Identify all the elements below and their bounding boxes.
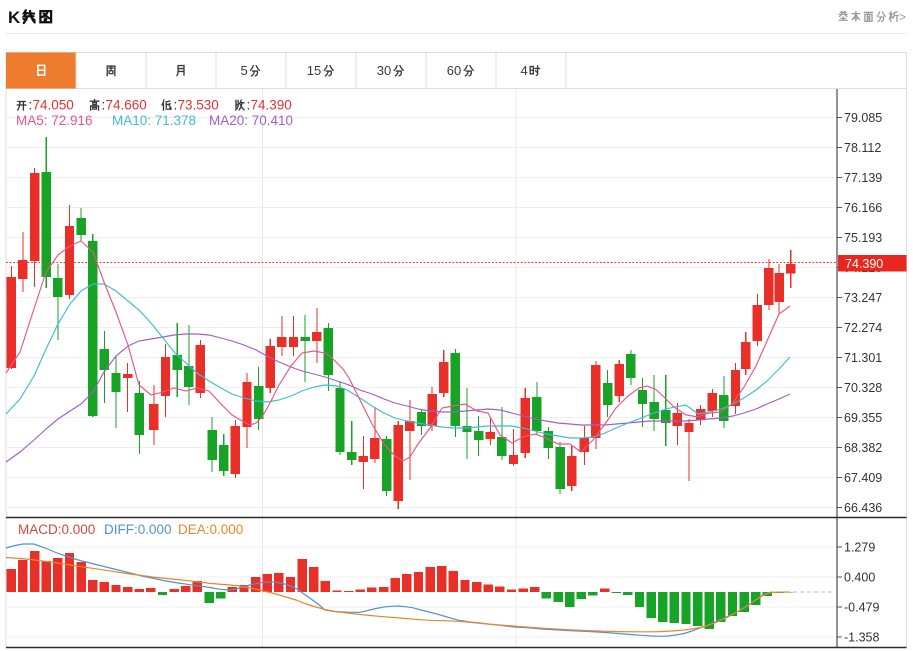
svg-text:4: 4 [521, 63, 528, 78]
svg-text:1.279: 1.279 [844, 541, 875, 555]
svg-text:77.139: 77.139 [844, 171, 882, 185]
svg-text:60: 60 [447, 63, 461, 78]
svg-text:74.050: 74.050 [33, 98, 74, 113]
svg-text:69.355: 69.355 [844, 411, 882, 425]
svg-text:72.274: 72.274 [844, 321, 882, 335]
svg-text:74.390: 74.390 [845, 257, 883, 271]
svg-text:K: K [8, 8, 21, 27]
svg-text::: : [174, 98, 178, 113]
svg-text:DEA:0.000: DEA:0.000 [178, 522, 243, 537]
svg-text:70.328: 70.328 [844, 381, 882, 395]
svg-text:74.390: 74.390 [251, 98, 292, 113]
svg-text:66.436: 66.436 [844, 501, 882, 515]
svg-text:MA20: 70.410: MA20: 70.410 [209, 113, 293, 128]
svg-text:DIFF:0.000: DIFF:0.000 [104, 522, 172, 537]
svg-text:73.530: 73.530 [178, 98, 219, 113]
svg-text:15: 15 [307, 63, 321, 78]
svg-text:74.660: 74.660 [106, 98, 147, 113]
svg-text:79.085: 79.085 [844, 111, 882, 125]
svg-text:5: 5 [241, 63, 248, 78]
svg-text:MA5: 72.916: MA5: 72.916 [16, 113, 93, 128]
svg-text:>: > [899, 10, 906, 24]
svg-text::: : [29, 98, 33, 113]
svg-text:71.301: 71.301 [844, 351, 882, 365]
svg-text:68.382: 68.382 [844, 441, 882, 455]
svg-text:75.193: 75.193 [844, 231, 882, 245]
svg-text:MA10: 71.378: MA10: 71.378 [112, 113, 196, 128]
svg-text::: : [102, 98, 106, 113]
svg-text:30: 30 [377, 63, 391, 78]
svg-text:67.409: 67.409 [844, 471, 882, 485]
svg-text:MACD:0.000: MACD:0.000 [18, 522, 95, 537]
svg-text:-1.358: -1.358 [844, 631, 879, 645]
svg-text:76.166: 76.166 [844, 201, 882, 215]
svg-text::: : [247, 98, 251, 113]
svg-text:78.112: 78.112 [844, 141, 881, 155]
svg-text:0.400: 0.400 [844, 571, 875, 585]
svg-text:73.247: 73.247 [844, 291, 882, 305]
svg-text:-0.479: -0.479 [844, 601, 879, 615]
